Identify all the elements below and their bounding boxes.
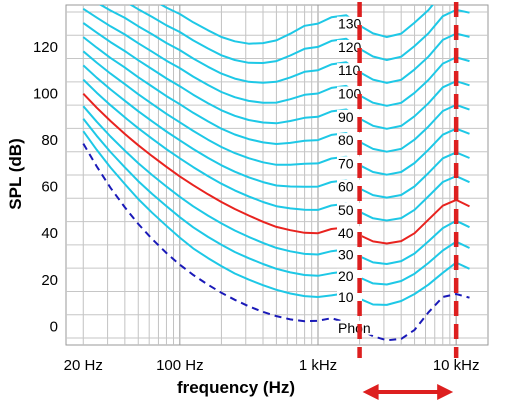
phon-label-bg xyxy=(336,268,362,283)
range-arrow-left-head xyxy=(362,384,379,400)
phon-label-100: 100 xyxy=(338,85,362,101)
phon-label-bg xyxy=(336,156,362,171)
contour-30-phon xyxy=(82,105,470,265)
phon-label-70: 70 xyxy=(338,155,354,171)
x-axis-title: frequency (Hz) xyxy=(177,378,295,397)
phon-label-40: 40 xyxy=(338,225,354,241)
phon-label-20: 20 xyxy=(338,268,354,284)
phon-label-110: 110 xyxy=(338,62,361,78)
x-tick-label: 100 Hz xyxy=(156,357,204,374)
x-tick-label: 1 kHz xyxy=(299,357,337,374)
contour-10-phon xyxy=(82,130,470,306)
phon-label-bg xyxy=(336,63,362,78)
contour-20-phon xyxy=(82,118,470,286)
phon-label-60: 60 xyxy=(338,179,354,195)
phon-label-90: 90 xyxy=(338,109,354,125)
y-tick-label: 120 xyxy=(33,39,58,56)
highlight-contour-40-phon xyxy=(82,93,470,245)
phon-labels: 130 120 110 100 90 80 70 60 50 40 30 20 10 Phon xyxy=(336,16,373,336)
phon-label-bg xyxy=(336,179,362,194)
contour-130-phon xyxy=(159,5,434,45)
x-tick-label: 20 Hz xyxy=(64,357,103,374)
phon-label-120: 120 xyxy=(338,39,362,55)
y-tick-label: 20 xyxy=(41,272,58,289)
phon-label-bg xyxy=(336,202,362,217)
phon-label-bg xyxy=(336,133,362,148)
contour-curves xyxy=(82,5,470,342)
phon-label-130: 130 xyxy=(338,16,362,32)
phon-label-bg xyxy=(336,247,362,262)
contour-80-phon xyxy=(82,36,470,153)
y-tick-label: 60 xyxy=(41,179,58,196)
phon-label-bg xyxy=(336,16,362,31)
curve-group xyxy=(82,5,470,342)
grid xyxy=(65,4,489,346)
x-tick-label: 10 kHz xyxy=(433,357,480,374)
tick-labels: 20 Hz 100 Hz 1 kHz 10 kHz 0 20 40 60 80 100 120 xyxy=(33,39,480,374)
range-arrow-right-head xyxy=(437,384,454,400)
phon-label-30: 30 xyxy=(338,246,354,262)
y-axis-title: SPL (dB) xyxy=(6,138,25,209)
y-tick-label: 100 xyxy=(33,85,58,102)
contour-90-phon xyxy=(82,22,470,130)
phon-label-50: 50 xyxy=(338,202,354,218)
phon-label-bg xyxy=(336,39,362,54)
frequency-markers xyxy=(357,2,459,400)
phon-label-bg xyxy=(336,290,362,305)
y-tick-label: 80 xyxy=(41,132,58,149)
phon-label-bg xyxy=(336,86,362,101)
y-tick-label: 0 xyxy=(50,318,58,335)
contour-110-phon xyxy=(98,5,470,84)
contour-120-phon xyxy=(129,5,470,64)
phon-label-bg xyxy=(336,320,373,335)
phon-unit-label: Phon xyxy=(338,320,371,336)
phon-label-bg xyxy=(336,226,362,241)
contour-70-phon xyxy=(82,50,470,176)
phon-label-10: 10 xyxy=(338,289,354,305)
phon-label-bg xyxy=(336,109,362,124)
y-tick-label: 40 xyxy=(41,225,58,242)
contour-50-phon xyxy=(82,78,470,222)
contour-60-phon xyxy=(82,64,470,199)
contour-100-phon xyxy=(82,7,470,107)
threshold-curve xyxy=(82,143,470,342)
phon-label-80: 80 xyxy=(338,132,354,148)
